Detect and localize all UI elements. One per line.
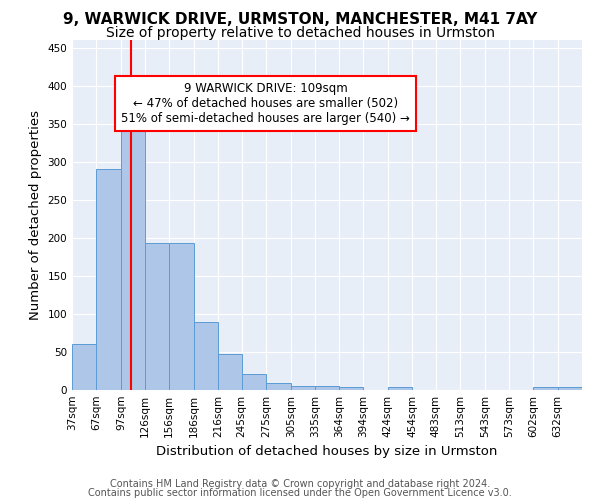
Bar	[169, 243, 194, 390]
Bar	[315, 386, 339, 390]
Bar	[145, 243, 169, 390]
Bar	[533, 387, 557, 390]
Bar	[242, 374, 266, 390]
Bar	[290, 386, 315, 390]
Text: Size of property relative to detached houses in Urmston: Size of property relative to detached ho…	[106, 26, 494, 40]
Bar	[557, 387, 582, 390]
Bar	[388, 387, 412, 390]
Text: 9, WARWICK DRIVE, URMSTON, MANCHESTER, M41 7AY: 9, WARWICK DRIVE, URMSTON, MANCHESTER, M…	[63, 12, 537, 28]
Bar	[339, 387, 364, 390]
Bar	[72, 344, 97, 390]
Y-axis label: Number of detached properties: Number of detached properties	[29, 110, 42, 320]
Bar	[121, 120, 145, 390]
Text: Contains HM Land Registry data © Crown copyright and database right 2024.: Contains HM Land Registry data © Crown c…	[110, 479, 490, 489]
Bar	[218, 354, 242, 390]
Bar	[97, 170, 121, 390]
Bar	[266, 383, 290, 390]
Text: 9 WARWICK DRIVE: 109sqm
← 47% of detached houses are smaller (502)
51% of semi-d: 9 WARWICK DRIVE: 109sqm ← 47% of detache…	[121, 82, 410, 125]
X-axis label: Distribution of detached houses by size in Urmston: Distribution of detached houses by size …	[157, 446, 497, 458]
Bar	[194, 322, 218, 390]
Text: Contains public sector information licensed under the Open Government Licence v3: Contains public sector information licen…	[88, 488, 512, 498]
